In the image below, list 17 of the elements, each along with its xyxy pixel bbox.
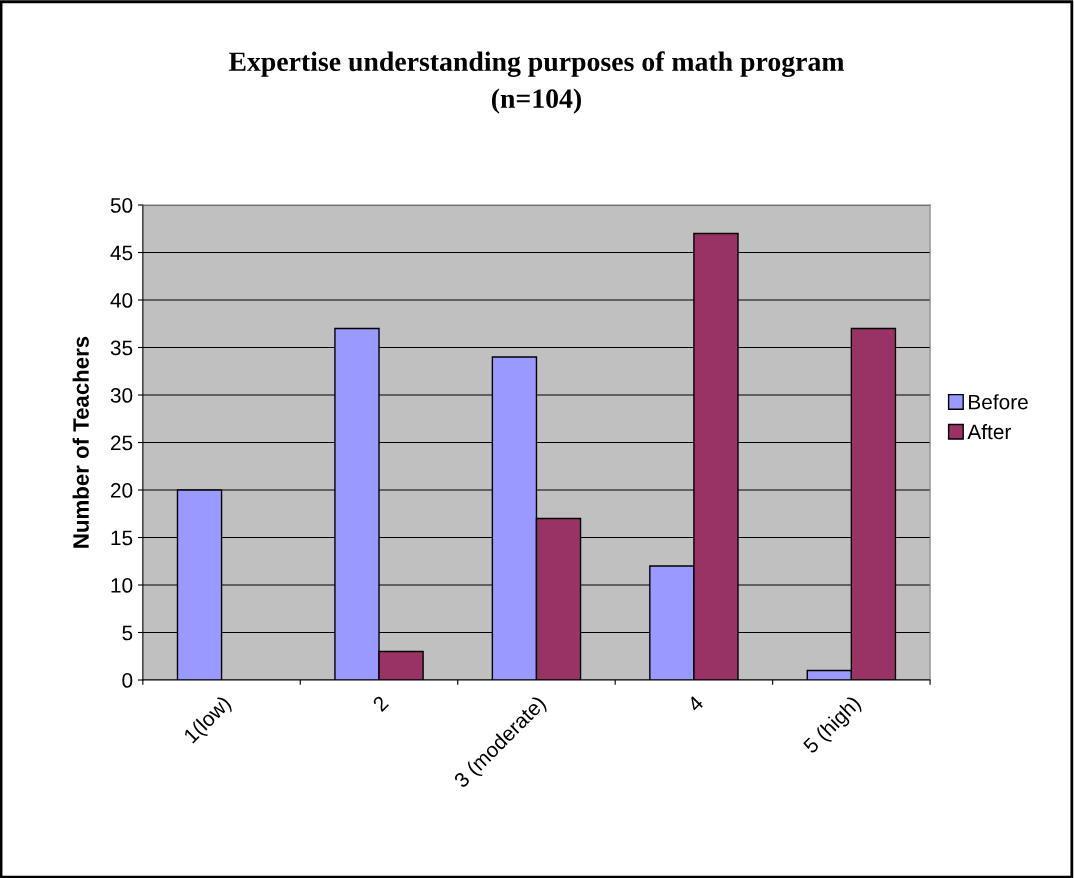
y-tick-label: 5 (122, 625, 133, 641)
chart-title: Expertise understanding purposes of math program (n=104) (228, 51, 845, 114)
y-tick-label: 45 (110, 245, 133, 261)
y-axis-title: Number of Teachers (72, 336, 89, 548)
legend-label: Before (969, 394, 1028, 410)
y-tick-label: 10 (111, 578, 133, 593)
legend-label: After (967, 423, 1011, 440)
y-tick-label: 35 (110, 340, 133, 356)
y-tick-label: 25 (111, 435, 133, 451)
y-tick-label: 15 (111, 530, 133, 546)
y-tick-label: 20 (111, 483, 133, 498)
x-tick-label: 4 (686, 694, 705, 713)
y-tick-label: 50 (110, 198, 133, 213)
x-tick-label: 2 (371, 695, 389, 713)
y-tick-label: 30 (110, 388, 133, 403)
y-tick-label: 40 (110, 293, 133, 308)
y-tick-label: 0 (122, 673, 133, 688)
